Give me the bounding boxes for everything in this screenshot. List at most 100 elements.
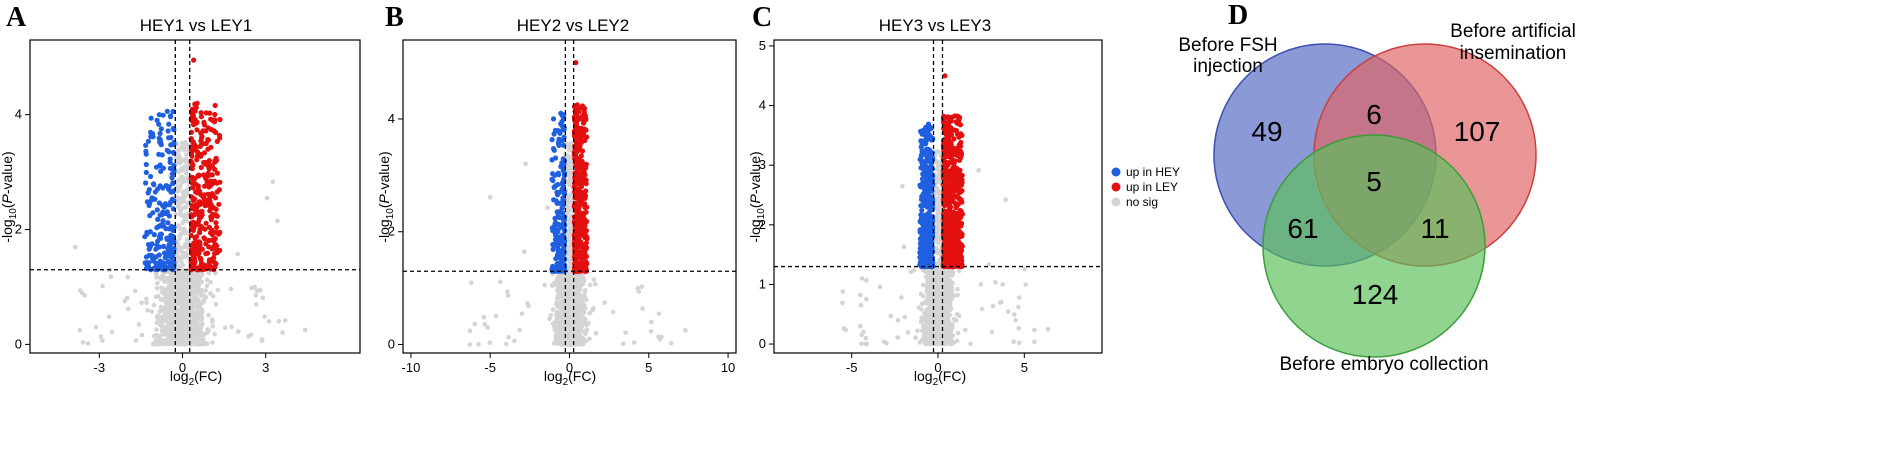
point-no-sig: [184, 171, 189, 176]
point-no-sig: [573, 284, 579, 290]
point-up-in-ley: [206, 158, 212, 164]
point-up-in-ley: [207, 208, 213, 214]
point-up-in-ley: [208, 193, 214, 199]
point-no-sig: [566, 161, 571, 166]
point-no-sig: [859, 276, 865, 281]
point-no-sig: [578, 336, 583, 341]
point-no-sig: [180, 226, 186, 232]
point-no-sig: [978, 282, 984, 287]
point-no-sig: [574, 319, 579, 325]
point-no-sig: [183, 205, 189, 210]
point-no-sig: [93, 324, 99, 330]
point-up-in-hey: [556, 128, 562, 134]
point-no-sig: [668, 340, 674, 346]
point-no-sig: [566, 312, 572, 318]
point-no-sig: [139, 300, 144, 306]
point-no-sig: [136, 322, 142, 327]
point-no-sig: [993, 280, 998, 285]
point-up-in-ley: [189, 149, 195, 155]
panel-letter-b: B: [385, 2, 404, 33]
point-no-sig: [195, 282, 201, 288]
point-no-sig: [166, 332, 171, 337]
point-no-sig: [918, 306, 924, 312]
point-up-in-ley: [214, 170, 220, 176]
point-up-in-ley: [191, 225, 197, 231]
point-up-in-hey: [161, 210, 167, 216]
point-no-sig: [280, 330, 285, 335]
point-no-sig: [1012, 312, 1017, 317]
point-up-in-hey: [169, 175, 175, 181]
point-no-sig: [169, 319, 174, 324]
point-up-in-hey: [158, 222, 164, 228]
point-no-sig: [185, 321, 190, 327]
point-up-in-ley: [193, 105, 199, 111]
panel-a-plot-frame: [29, 39, 361, 354]
point-no-sig: [554, 309, 560, 315]
point-up-in-ley: [583, 246, 589, 252]
point-up-in-hey: [170, 108, 176, 115]
point-up-in-ley: [198, 114, 204, 120]
point-up-in-ley: [193, 120, 199, 126]
point-no-sig: [236, 329, 241, 334]
point-no-sig: [185, 280, 190, 285]
point-no-sig: [566, 301, 572, 307]
point-no-sig: [176, 187, 181, 192]
point-no-sig: [178, 207, 183, 213]
point-up-in-ley: [581, 191, 587, 197]
point-no-sig: [212, 331, 217, 337]
point-no-sig: [180, 262, 186, 268]
point-no-sig: [582, 288, 588, 294]
point-no-sig: [176, 156, 181, 162]
point-up-in-ley: [573, 236, 579, 242]
point-up-in-ley: [583, 227, 590, 234]
point-up-in-hey: [144, 231, 150, 237]
point-up-in-hey: [146, 260, 152, 266]
point-no-sig: [205, 327, 210, 332]
point-no-sig: [183, 156, 189, 162]
point-up-in-hey: [549, 137, 555, 143]
point-no-sig: [579, 308, 585, 313]
panel-letter-c: C: [752, 2, 772, 33]
point-no-sig: [472, 321, 478, 327]
point-no-sig: [1016, 295, 1022, 300]
point-up-in-ley: [201, 235, 207, 241]
point-no-sig: [158, 276, 163, 281]
point-no-sig: [159, 285, 164, 291]
point-up-in-ley: [214, 189, 220, 195]
point-no-sig: [979, 306, 985, 312]
point-up-in-hey: [159, 152, 165, 158]
point-up-in-ley: [190, 197, 196, 204]
point-no-sig: [610, 309, 616, 315]
point-no-sig: [215, 287, 221, 293]
point-up-in-hey: [170, 180, 176, 187]
point-up-in-ley: [572, 220, 578, 226]
point-no-sig: [184, 314, 190, 320]
point-no-sig: [591, 277, 597, 282]
point-no-sig: [175, 293, 181, 298]
point-no-sig: [657, 337, 663, 342]
point-up-in-ley: [189, 180, 196, 186]
point-no-sig: [98, 334, 104, 340]
point-up-in-ley: [194, 100, 200, 106]
point-no-sig: [554, 332, 559, 338]
point-up-in-ley: [201, 192, 207, 198]
point-up-in-ley: [193, 205, 199, 212]
point-up-in-ley: [578, 125, 585, 132]
x-tick-label: -10: [402, 360, 421, 375]
point-up-in-hey: [558, 121, 564, 127]
point-no-sig: [481, 315, 487, 320]
point-no-sig: [153, 294, 159, 300]
point-up-in-hey: [550, 116, 557, 122]
point-up-in-hey: [556, 141, 562, 147]
point-no-sig: [184, 188, 189, 194]
point-no-sig: [176, 333, 182, 338]
point-no-sig: [864, 278, 869, 283]
point-no-sig: [198, 324, 204, 330]
point-no-sig: [202, 341, 207, 346]
point-up-in-hey: [551, 197, 557, 203]
point-no-sig: [476, 342, 481, 347]
y-tick-label: 4: [15, 107, 22, 122]
point-no-sig: [858, 292, 863, 298]
point-no-sig: [1016, 326, 1021, 331]
point-no-sig: [899, 295, 904, 300]
